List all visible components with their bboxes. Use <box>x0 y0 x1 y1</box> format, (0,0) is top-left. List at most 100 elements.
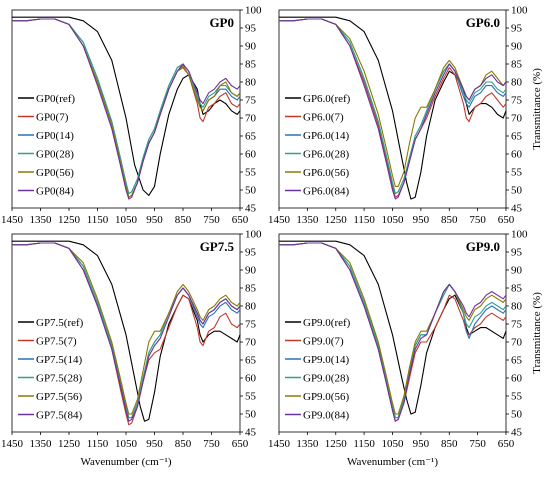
x-tick-label: 850 <box>441 214 458 226</box>
series-line-5 <box>12 242 241 415</box>
x-tick-label: 1150 <box>87 438 109 450</box>
y-tick-label: 100 <box>511 229 528 241</box>
y-tick-label: 80 <box>511 301 523 313</box>
x-tick-label: 1250 <box>325 214 348 226</box>
legend-label: GP6.0(ref) <box>303 93 351 105</box>
series-line-6 <box>279 242 507 422</box>
y-tick-label: 75 <box>245 319 257 331</box>
legend-label: GP6.0(84) <box>303 186 349 198</box>
y-tick-label: 65 <box>511 355 523 367</box>
y-tick-label: 70 <box>245 113 257 125</box>
y-tick-label: 85 <box>511 283 523 295</box>
y-tick-label: 90 <box>511 265 523 277</box>
legend-label: GP6.0(7) <box>303 112 344 124</box>
y-axis-label: Transmittance (%) <box>531 68 543 150</box>
y-tick-label: 85 <box>511 59 523 71</box>
y-tick-label: 55 <box>511 391 523 403</box>
chart-panel-3: 45 50 55 60 65 70 75 80 85 90 95 100 1450 1350 1250 115… <box>1 229 262 469</box>
series-line-5 <box>279 242 507 415</box>
legend-label: GP9.0(14) <box>303 354 349 366</box>
chart-panel-4: 45 50 55 60 65 70 75 80 85 90 95 100 1450 1350 1250 115… <box>268 229 543 469</box>
chart-panel-2: 45 50 55 60 65 70 75 80 85 90 95 100 1450 1350 1250 115… <box>268 5 543 227</box>
legend-label: GP0(7) <box>36 112 69 124</box>
y-tick-label: 60 <box>511 149 523 161</box>
y-tick-label: 60 <box>245 373 257 385</box>
y-tick-label: 55 <box>245 167 257 179</box>
series-line-1 <box>279 16 507 200</box>
y-tick-label: 100 <box>511 5 528 17</box>
y-tick-label: 85 <box>245 283 257 295</box>
y-tick-label: 55 <box>245 391 257 403</box>
x-tick-label: 1350 <box>30 438 53 450</box>
x-tick-label: 950 <box>146 438 163 450</box>
legend-label: GP7.5(ref) <box>36 317 84 329</box>
legend-label: GP9.0(28) <box>303 373 349 385</box>
series-line-6 <box>12 18 241 200</box>
y-tick-label: 95 <box>511 247 523 259</box>
y-tick-label: 65 <box>245 355 257 367</box>
legend-label: GP0(28) <box>36 149 74 161</box>
x-tick-label: 750 <box>203 438 220 450</box>
legend-label: GP7.5(7) <box>36 336 77 348</box>
y-tick-label: 65 <box>245 131 257 143</box>
x-tick-label: 650 <box>232 214 249 226</box>
series-line-6 <box>12 242 241 422</box>
x-tick-label: 1050 <box>382 438 405 450</box>
legend: GP0(ref) GP0(7) GP0(14) GP0(28) GP0(56) GP0(8… <box>18 93 75 198</box>
legend: GP7.5(ref) GP7.5(7) GP7.5(14) GP7.5(28) GP7.… <box>18 317 84 422</box>
legend-label: GP0(84) <box>36 186 74 198</box>
y-tick-label: 85 <box>245 59 257 71</box>
legend-label: GP7.5(84) <box>36 410 82 422</box>
y-tick-label: 45 <box>511 427 523 439</box>
y-tick-label: 90 <box>245 41 257 53</box>
panel-title: GP0 <box>209 15 234 30</box>
chart-panel-1: 45 50 55 60 65 70 75 80 85 90 95 100 1450 1350 1250 115… <box>1 5 262 227</box>
y-tick-label: 80 <box>511 77 523 89</box>
y-tick-label: 75 <box>245 95 257 107</box>
x-tick-label: 1150 <box>353 214 375 226</box>
y-tick-label: 60 <box>245 149 257 161</box>
panel-title: GP6.0 <box>466 15 500 30</box>
panel-title: GP9.0 <box>466 239 500 254</box>
legend-label: GP0(56) <box>36 167 74 179</box>
y-tick-label: 45 <box>245 203 257 215</box>
y-tick-label: 75 <box>511 319 523 331</box>
series-line-4 <box>279 18 507 195</box>
x-tick-label: 750 <box>203 214 220 226</box>
y-tick-label: 45 <box>511 203 523 215</box>
legend-label: GP7.5(14) <box>36 354 82 366</box>
legend-label: GP6.0(28) <box>303 149 349 161</box>
x-tick-label: 650 <box>498 438 515 450</box>
y-tick-label: 80 <box>245 77 257 89</box>
legend: GP6.0(ref) GP6.0(7) GP6.0(14) GP6.0(28) GP6.… <box>285 93 351 198</box>
x-tick-label: 750 <box>469 438 486 450</box>
y-tick-label: 100 <box>245 229 262 241</box>
legend-label: GP7.5(28) <box>36 373 82 385</box>
x-tick-label: 1250 <box>58 438 81 450</box>
legend-label: GP9.0(84) <box>303 410 349 422</box>
y-tick-label: 65 <box>511 131 523 143</box>
x-tick-label: 950 <box>146 214 163 226</box>
x-tick-label: 1050 <box>115 438 138 450</box>
x-tick-label: 1450 <box>1 438 24 450</box>
y-tick-label: 75 <box>511 95 523 107</box>
x-tick-label: 950 <box>413 214 430 226</box>
x-tick-label: 1250 <box>58 214 81 226</box>
y-tick-label: 90 <box>245 265 257 277</box>
legend-label: GP0(14) <box>36 130 74 142</box>
y-tick-label: 50 <box>245 409 257 421</box>
x-tick-label: 850 <box>175 438 192 450</box>
y-tick-label: 95 <box>245 23 257 35</box>
x-tick-label: 750 <box>469 214 486 226</box>
y-tick-label: 90 <box>511 41 523 53</box>
x-tick-label: 1450 <box>1 214 24 226</box>
x-tick-label: 1350 <box>296 214 319 226</box>
x-tick-label: 1250 <box>325 438 348 450</box>
x-tick-label: 650 <box>232 438 249 450</box>
legend: GP9.0(ref) GP9.0(7) GP9.0(14) GP9.0(28) GP9.… <box>285 317 351 422</box>
series-line-1 <box>279 240 507 415</box>
y-tick-label: 50 <box>511 185 523 197</box>
x-axis-label: Wavenumber (cm⁻¹) <box>81 456 172 468</box>
x-tick-label: 850 <box>441 438 458 450</box>
x-tick-label: 1050 <box>382 214 405 226</box>
